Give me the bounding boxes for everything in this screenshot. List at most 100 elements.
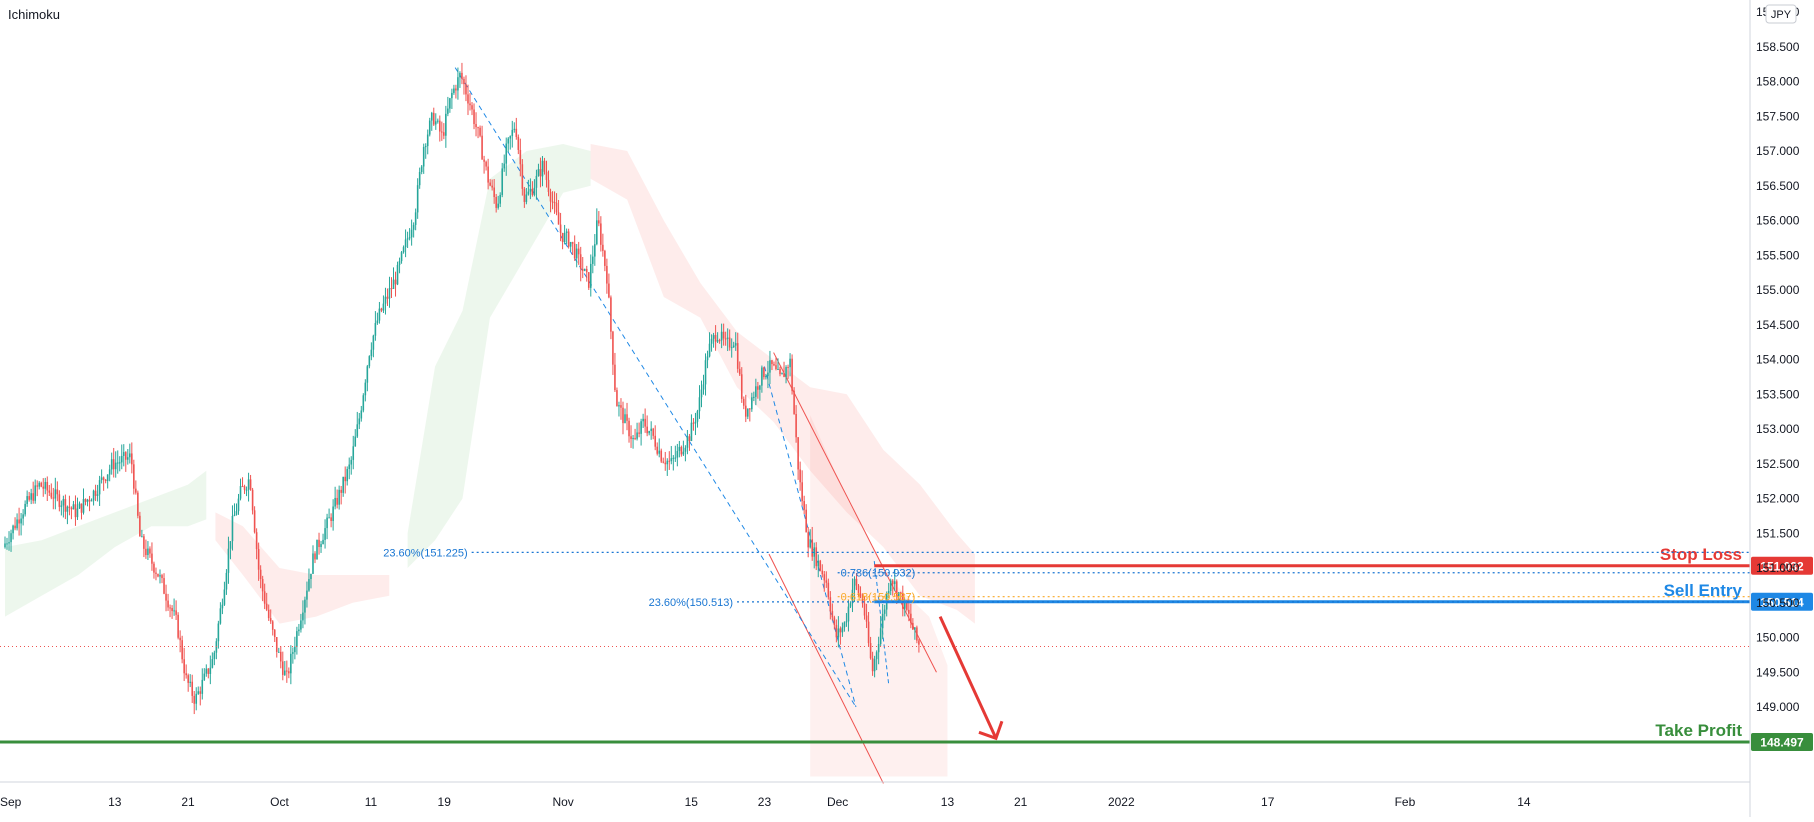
candle-body [807, 532, 809, 548]
candle-body [32, 493, 34, 501]
time-axis[interactable]: Sep 13 21 Oct 11 19 Nov 15 23 Dec 13 21 2022 17 Feb 14 [0, 781, 1750, 809]
candle-body [531, 188, 534, 195]
candle-body [839, 628, 842, 633]
level-stop-loss: Stop Loss 151.032 [874, 545, 1813, 575]
candle [553, 191, 556, 214]
candle [227, 536, 230, 584]
candle [189, 674, 191, 688]
candle [507, 137, 510, 153]
candle [310, 573, 312, 589]
candle-body [306, 590, 308, 600]
fib-level: 23.60%(151.225) [383, 547, 1750, 559]
candle-body [465, 84, 467, 95]
candle [565, 228, 568, 245]
candle [744, 394, 747, 423]
candle-body [809, 539, 811, 548]
candle [849, 601, 852, 609]
candle [573, 235, 576, 261]
fib-label: 23.60%(151.225) [383, 547, 467, 559]
candle-body [193, 695, 196, 704]
candle-body [328, 517, 330, 519]
candle [483, 155, 485, 174]
candle [614, 352, 616, 392]
candle [529, 178, 532, 200]
candle-body [461, 72, 463, 79]
price-axis[interactable]: 149.000 149.500 150.000 150.500 151.000 151.5… [1749, 0, 1800, 817]
candle-body [92, 490, 95, 501]
candle [161, 573, 163, 584]
currency-badge[interactable]: JPY [1765, 4, 1797, 24]
candle-body [316, 539, 318, 560]
candle [602, 233, 604, 257]
candle [827, 578, 830, 600]
candle-body [98, 480, 101, 495]
candle-body [908, 609, 910, 614]
candle [364, 379, 367, 402]
candle [209, 655, 212, 685]
candle-body [449, 98, 451, 109]
candle-body [34, 485, 36, 501]
candle-body [60, 505, 63, 507]
candle [477, 126, 479, 139]
candle [304, 596, 306, 625]
candle-body [221, 604, 224, 609]
candle [6, 537, 8, 550]
candle [640, 418, 642, 446]
candle [183, 647, 185, 682]
candle-body [899, 592, 902, 594]
candle-body [594, 244, 596, 257]
level-price-tag [1751, 556, 1813, 575]
candle-body [52, 497, 55, 499]
candle [211, 652, 214, 669]
indicator-label[interactable]: Ichimoku [8, 7, 60, 22]
candle [48, 485, 51, 497]
candle [451, 88, 453, 109]
candle [912, 618, 914, 630]
candle-body [400, 252, 403, 262]
candle [26, 490, 28, 507]
candle-body [577, 248, 580, 255]
candle [680, 445, 683, 457]
candle [430, 111, 433, 131]
candle-body [849, 603, 852, 607]
candle [233, 503, 236, 517]
fib-level: 0.618(150.587) [837, 592, 1750, 604]
candle [131, 442, 133, 474]
candle [360, 405, 363, 422]
candle [765, 373, 767, 380]
candle-body [151, 553, 153, 564]
candle [837, 616, 840, 648]
candle-body [253, 510, 256, 533]
candle-body [386, 296, 389, 299]
candle-body [801, 482, 803, 502]
candle [157, 573, 159, 578]
candle-body [124, 452, 127, 460]
candle [763, 366, 765, 380]
candle [865, 603, 868, 629]
candle-body [618, 405, 620, 407]
candle-body [225, 572, 228, 590]
candle-body [384, 296, 387, 304]
candle [696, 409, 699, 428]
price-tick-label: 157.500 [1756, 109, 1800, 123]
candle [247, 472, 250, 502]
candle-body [841, 627, 844, 633]
candle [537, 163, 540, 177]
candle-body [251, 489, 254, 511]
candle [684, 445, 687, 462]
candle-body [495, 197, 497, 208]
candle [859, 586, 862, 599]
candle-body [517, 136, 520, 150]
candle-body [714, 335, 717, 342]
cloud-band-bullish [5, 470, 207, 617]
candle [583, 268, 586, 272]
candle-body [783, 373, 785, 378]
candle-body [912, 622, 914, 630]
candle [153, 561, 155, 579]
candle [485, 160, 487, 171]
candle-body [602, 244, 604, 251]
candle [42, 478, 45, 497]
candle-body [163, 578, 165, 594]
